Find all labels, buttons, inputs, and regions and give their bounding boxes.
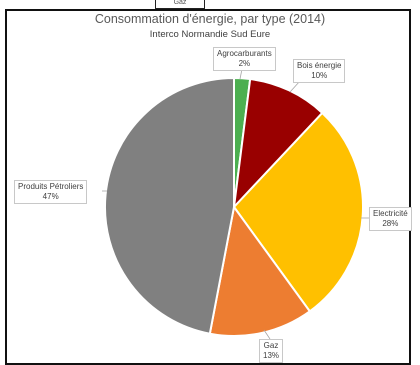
chart-subtitle: Interco Normandie Sud Eure [149,29,271,40]
data-label-produits-petroliers: Produits Pétroliers 47% [14,180,88,204]
pie-slice-electricite [232,111,364,313]
pie-slice-gaz [208,204,312,337]
chart-title: Consommation d'énergie, par type (2014) [94,12,326,26]
slice-percent: 10% [311,71,328,80]
slice-name: Gaz [263,341,279,350]
data-label-agrocarburants: Agrocarburants 2% [213,47,276,71]
top-cell-fragment: Gaz [155,0,205,9]
data-label-gaz: Gaz 13% [259,339,284,363]
slice-percent: 2% [238,59,251,68]
pie-slice-produits-petroliers [103,76,235,335]
slice-percent: 47% [42,192,59,201]
leader-line-gaz [263,329,271,340]
pie-slice-bois-energie [232,77,324,210]
slice-name: Electricité [373,209,408,218]
slice-name: Agrocarburants [217,49,272,58]
data-label-electricite: Electricité 28% [369,207,412,231]
slice-name: Bois énergie [297,61,342,70]
slice-percent: 28% [382,219,399,228]
data-label-bois-energie: Bois énergie 10% [293,59,346,83]
slice-name: Produits Pétroliers [18,182,84,191]
slice-percent: 13% [263,351,280,360]
